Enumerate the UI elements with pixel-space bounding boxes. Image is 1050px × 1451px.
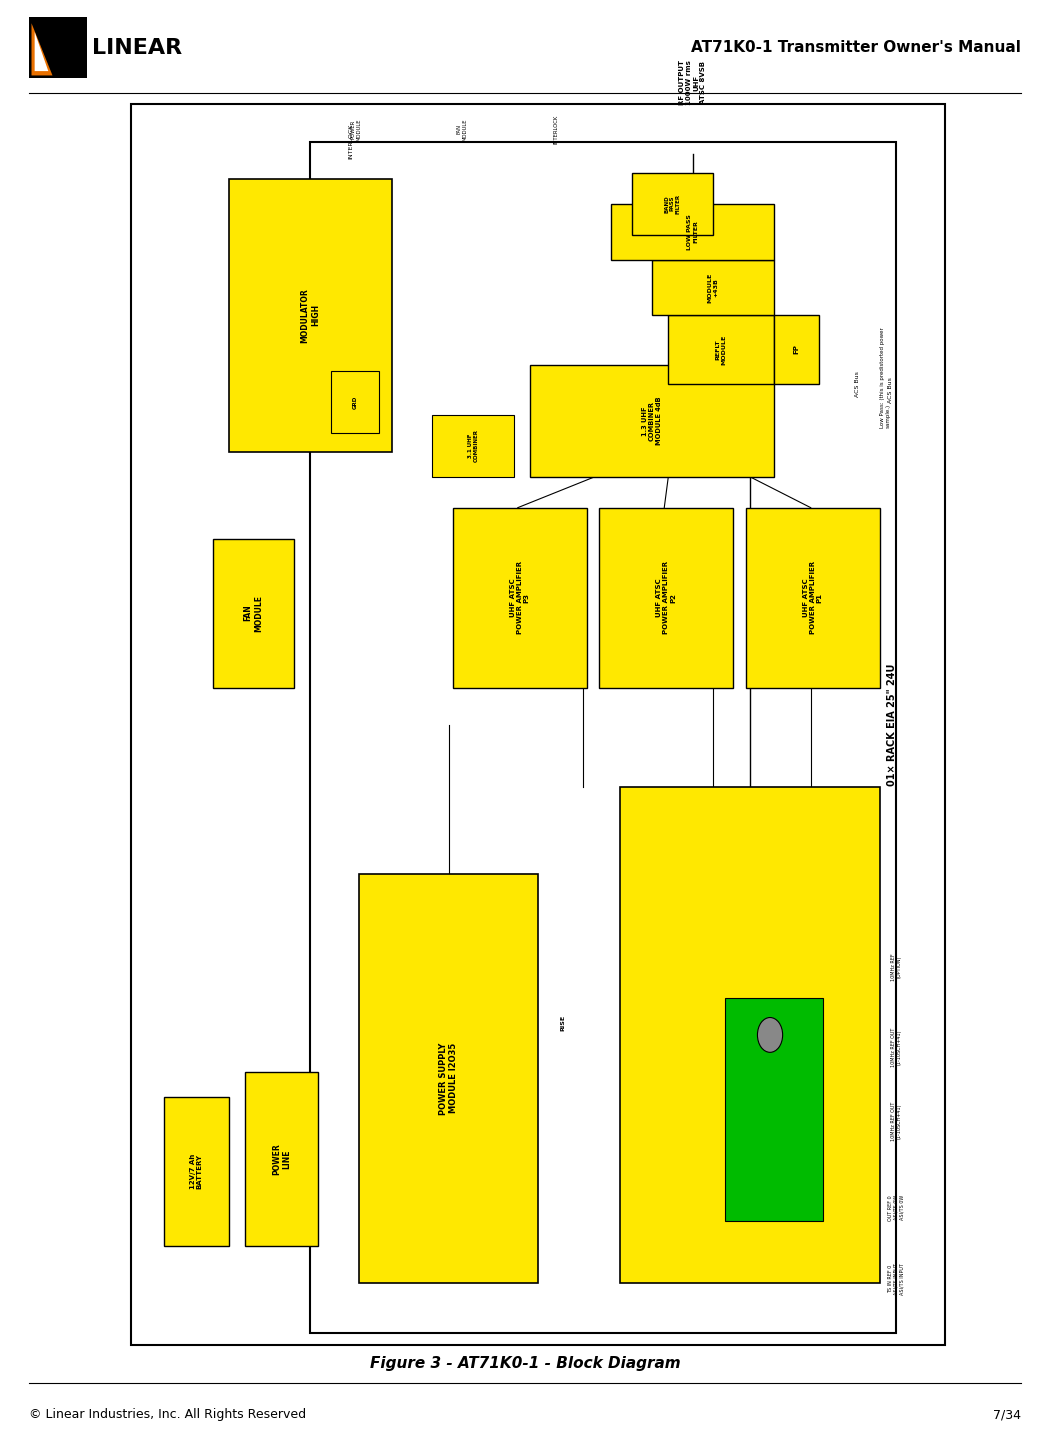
Text: 10MHz REF
(OPTION): 10MHz REF (OPTION) (890, 953, 902, 981)
Bar (453, 508, 587, 688)
Bar (620, 786, 880, 1283)
Polygon shape (35, 32, 48, 71)
Text: INTERLOCK: INTERLOCK (349, 123, 354, 160)
Text: ACS Bus: ACS Bus (855, 370, 860, 396)
Bar (29, 17, 87, 78)
Text: 7/34: 7/34 (992, 1409, 1021, 1421)
Text: POWER
LINE: POWER LINE (272, 1143, 292, 1175)
Bar (331, 371, 379, 434)
Bar (746, 508, 880, 688)
Text: RISE: RISE (560, 1014, 565, 1030)
Text: POWER SUPPLY
MODULE I2O35: POWER SUPPLY MODULE I2O35 (439, 1042, 458, 1114)
Bar (212, 538, 294, 688)
Text: 1.3 UHF
COMBINER
MODULE 4dB: 1.3 UHF COMBINER MODULE 4dB (642, 396, 663, 445)
Text: 10MHz REF OUT
(1-10SCH+41): 10MHz REF OUT (1-10SCH+41) (890, 1101, 902, 1142)
Text: MODULATOR
HIGH: MODULATOR HIGH (300, 287, 320, 342)
Text: 12V/7 Ah
BATTERY: 12V/7 Ah BATTERY (190, 1154, 203, 1188)
Text: © Linear Industries, Inc. All Rights Reserved: © Linear Industries, Inc. All Rights Res… (29, 1409, 307, 1421)
Text: MODULE
+43B: MODULE +43B (708, 273, 718, 303)
Text: LINEAR: LINEAR (92, 38, 183, 58)
Bar (669, 315, 774, 383)
Bar (311, 142, 896, 1332)
Text: LOW PASS
FILTER: LOW PASS FILTER (688, 213, 698, 250)
Text: AT71K0-1 Transmitter Owner's Manual: AT71K0-1 Transmitter Owner's Manual (691, 41, 1021, 55)
Bar (726, 998, 823, 1222)
Text: UHF ATSC
POWER AMPLIFIER
P1: UHF ATSC POWER AMPLIFIER P1 (803, 562, 823, 634)
Bar (164, 1097, 229, 1246)
Polygon shape (32, 23, 52, 75)
Text: FAN
MODULE: FAN MODULE (244, 595, 262, 631)
Text: REFLT
MODULE: REFLT MODULE (716, 334, 727, 364)
Bar (433, 415, 513, 477)
Circle shape (757, 1017, 782, 1052)
Text: ATSC DIGITAL
EXCITER
AT70I: ATSC DIGITAL EXCITER AT70I (735, 1001, 764, 1069)
Bar (611, 203, 774, 260)
Text: 10MHz REF OUT
(1-10SCH+41): 10MHz REF OUT (1-10SCH+41) (890, 1027, 902, 1066)
Text: FAN
MODULE: FAN MODULE (457, 118, 467, 141)
Text: RF OUTPUT
1000W rms
UHF
ATSC 8VSB: RF OUTPUT 1000W rms UHF ATSC 8VSB (679, 61, 707, 106)
Text: Figure 3 - AT71K0-1 - Block Diagram: Figure 3 - AT71K0-1 - Block Diagram (370, 1357, 680, 1371)
Text: BAND
PASS
FILTER: BAND PASS FILTER (664, 193, 680, 213)
Bar (632, 173, 713, 235)
Text: ACS Bus: ACS Bus (888, 377, 892, 403)
Text: UHF ATSC
POWER AMPLIFIER
P2: UHF ATSC POWER AMPLIFIER P2 (656, 562, 676, 634)
Text: POWER
MODULE: POWER MODULE (351, 118, 361, 141)
Bar (359, 874, 538, 1283)
Text: 3.1 UHF
COMBINER: 3.1 UHF COMBINER (467, 429, 479, 461)
Bar (246, 1072, 318, 1246)
Text: 01× RACK EIA 25" 24U: 01× RACK EIA 25" 24U (887, 663, 897, 786)
Text: INTERLOCK: INTERLOCK (554, 115, 559, 144)
Text: FP: FP (794, 344, 799, 354)
Text: GRD: GRD (353, 396, 358, 409)
Bar (131, 104, 945, 1345)
Bar (774, 315, 819, 383)
Bar (600, 508, 733, 688)
Text: Low Pass: (this is predistorted power
sample.): Low Pass: (this is predistorted power sa… (880, 326, 890, 428)
Bar (229, 178, 392, 451)
Bar (530, 366, 774, 477)
Text: TS IN REF 0
ASI/TS INPUT
ASI/TS INPUT: TS IN REF 0 ASI/TS INPUT ASI/TS INPUT (888, 1264, 904, 1296)
Text: OUT REF 0
ASI/TS 0W
ASI/TS 0W: OUT REF 0 ASI/TS 0W ASI/TS 0W (888, 1196, 904, 1220)
Bar (652, 260, 774, 315)
Text: UHF ATSC
POWER AMPLIFIER
P3: UHF ATSC POWER AMPLIFIER P3 (510, 562, 530, 634)
